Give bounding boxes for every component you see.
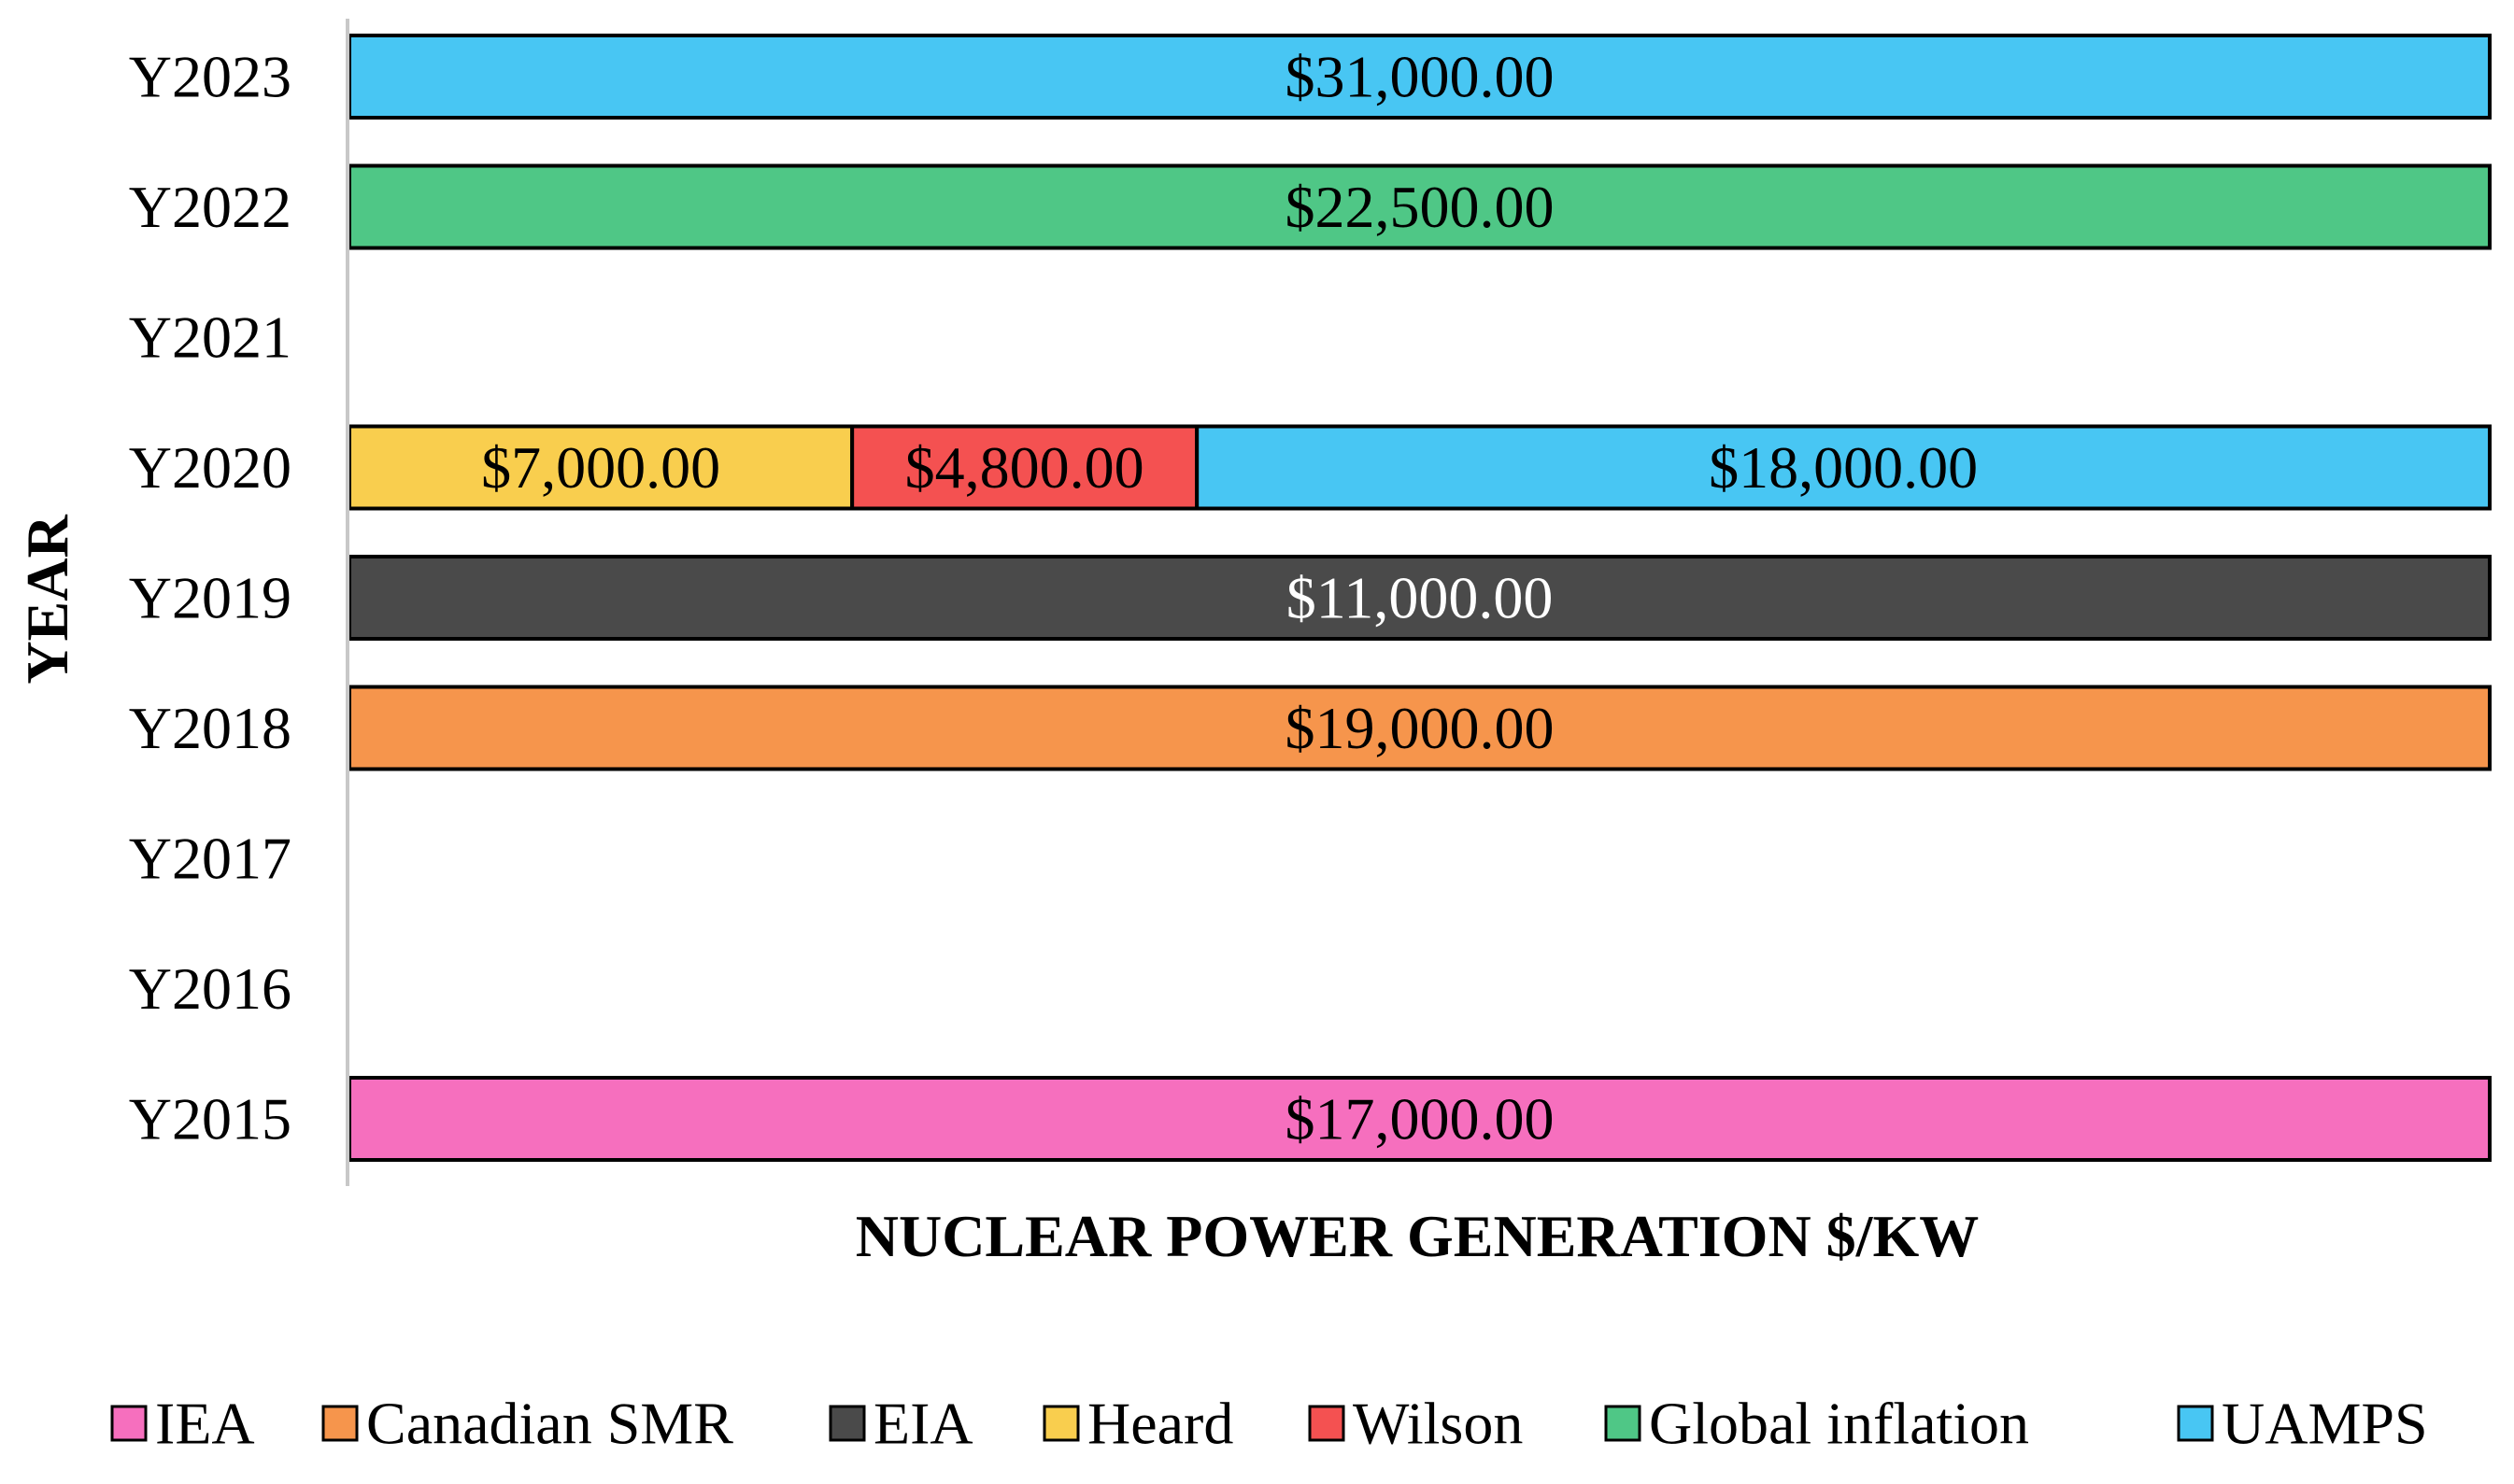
y-tick-labels: Y2015 Y2016 Y2017 Y2018 Y2019 Y2020 Y2021 Y2022… — [129, 44, 291, 1152]
legend-label: Canadian SMR — [366, 1391, 733, 1457]
data-label: $31,000.00 — [1285, 44, 1555, 110]
bar-segment — [348, 685, 2492, 771]
legend-swatch — [110, 1405, 148, 1442]
bar-segment — [348, 163, 2492, 250]
y-tick-label: Y2016 — [129, 955, 291, 1022]
y-tick-label: Y2023 — [129, 44, 291, 110]
data-label: $17,000.00 — [1285, 1086, 1555, 1152]
legend-label: Heard — [1087, 1391, 1233, 1457]
legend-swatch — [321, 1405, 359, 1442]
legend-label: IEA — [155, 1391, 255, 1457]
data-labels-layer: $17,000.00 $19,000.00 $11,000.00 $7,000.00 $… — [481, 44, 1978, 1152]
data-label: $11,000.00 — [1286, 565, 1554, 631]
legend: IEA Canadian SMR EIA Heard Wilson Global infl… — [110, 1391, 2428, 1457]
y-tick-label: Y2020 — [129, 434, 291, 501]
bar-segment — [850, 424, 1200, 511]
y-tick-label: Y2021 — [129, 304, 291, 371]
legend-label: Global inflation — [1649, 1391, 2029, 1457]
legend-swatch — [1308, 1405, 1345, 1442]
data-label: $19,000.00 — [1285, 695, 1555, 761]
legend-swatch — [1604, 1405, 1641, 1442]
x-axis-title: NUCLEAR POWER GENERATION $/KW — [856, 1203, 1979, 1269]
legend-swatch — [1043, 1405, 1080, 1442]
data-label: $18,000.00 — [1709, 434, 1978, 501]
bars-layer — [348, 34, 2492, 1162]
legend-label: EIA — [874, 1391, 973, 1457]
bar-segment — [348, 1076, 2492, 1162]
data-label: $7,000.00 — [481, 434, 720, 501]
y-tick-label: Y2019 — [129, 565, 291, 631]
y-axis-title: YEAR — [14, 515, 80, 685]
bar-segment — [1195, 424, 2492, 511]
legend-label: UAMPS — [2222, 1391, 2428, 1457]
y-tick-label: Y2018 — [129, 695, 291, 761]
legend-swatch — [2177, 1405, 2214, 1442]
bar-segment — [348, 555, 2492, 641]
y-tick-label: Y2015 — [129, 1086, 291, 1152]
data-label: $22,500.00 — [1285, 174, 1555, 240]
legend-swatch — [829, 1405, 866, 1442]
y-tick-label: Y2022 — [129, 174, 291, 240]
data-label: $4,800.00 — [905, 434, 1144, 501]
y-tick-label: Y2017 — [129, 826, 291, 892]
legend-label: Wilson — [1353, 1391, 1523, 1457]
